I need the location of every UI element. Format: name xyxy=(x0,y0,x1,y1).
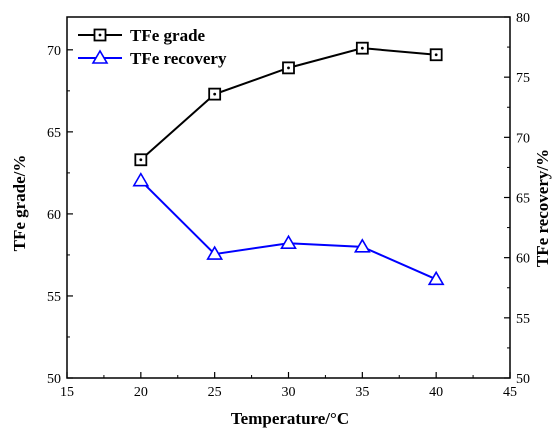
x-tick-label: 15 xyxy=(60,385,74,400)
data-point-tfe-grade xyxy=(282,61,295,75)
x-tick-label: 35 xyxy=(355,385,369,400)
marker-dot xyxy=(434,53,438,57)
data-point-tfe-grade xyxy=(208,87,222,101)
marker-dot xyxy=(98,33,102,37)
right-y-tick-label: 50 xyxy=(516,372,530,387)
data-point-tfe-recovery xyxy=(132,172,150,187)
data-point-tfe-recovery xyxy=(280,234,297,250)
x-tick-label: 40 xyxy=(429,385,443,400)
left-y-tick-label: 70 xyxy=(47,44,61,59)
marker-dot xyxy=(287,66,290,70)
right-y-tick-label: 80 xyxy=(516,11,530,26)
data-point-tfe-recovery xyxy=(353,238,371,253)
data-point-tfe-grade xyxy=(134,153,148,167)
right-y-tick-label: 60 xyxy=(516,252,530,267)
left-axis-title: TFe grade/% xyxy=(10,155,29,252)
right-y-tick-label: 75 xyxy=(516,71,530,86)
left-y-tick-label: 65 xyxy=(47,126,61,141)
legend-label-tfe-recovery: TFe recovery xyxy=(130,49,227,68)
x-tick-label: 25 xyxy=(208,385,222,400)
right-y-tick-label: 70 xyxy=(516,131,530,146)
right-axis-title: TFe recovery/% xyxy=(533,149,552,267)
data-point-tfe-recovery xyxy=(206,245,224,260)
x-tick-label: 20 xyxy=(134,385,148,400)
marker-dot xyxy=(213,92,217,96)
x-tick-label: 45 xyxy=(503,385,517,400)
x-axis-title: Temperature/°C xyxy=(231,409,349,428)
left-y-tick-label: 60 xyxy=(47,208,61,223)
legend: TFe grade TFe recovery xyxy=(78,26,227,68)
left-y-tick-label: 55 xyxy=(47,290,61,305)
legend-label-tfe-grade: TFe grade xyxy=(130,26,206,45)
series-layer xyxy=(132,41,445,286)
legend-marker-tfe-grade xyxy=(93,28,107,42)
data-point-tfe-grade xyxy=(429,48,443,62)
x-tick-label: 30 xyxy=(282,385,296,400)
marker-dot xyxy=(360,46,364,50)
legend-marker-tfe-recovery xyxy=(91,49,109,64)
marker-dot xyxy=(139,158,143,162)
series-line-tfe-recovery xyxy=(140,179,437,281)
right-y-tick-label: 65 xyxy=(516,192,530,207)
left-y-tick-label: 50 xyxy=(47,372,61,387)
data-point-tfe-recovery xyxy=(427,270,445,286)
data-point-tfe-grade xyxy=(355,41,369,55)
right-y-tick-label: 55 xyxy=(516,312,530,327)
